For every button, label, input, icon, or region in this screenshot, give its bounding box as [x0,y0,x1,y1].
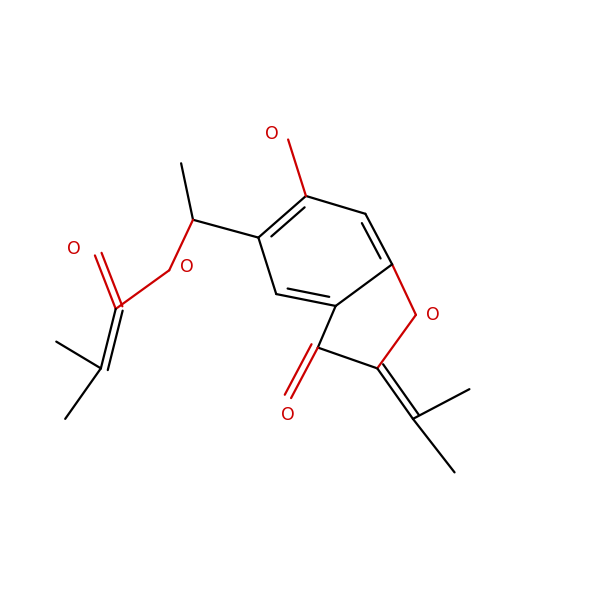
Text: O: O [180,259,194,277]
Text: O: O [281,406,295,424]
Text: O: O [425,306,439,324]
Text: O: O [67,241,81,259]
Text: O: O [265,125,278,143]
